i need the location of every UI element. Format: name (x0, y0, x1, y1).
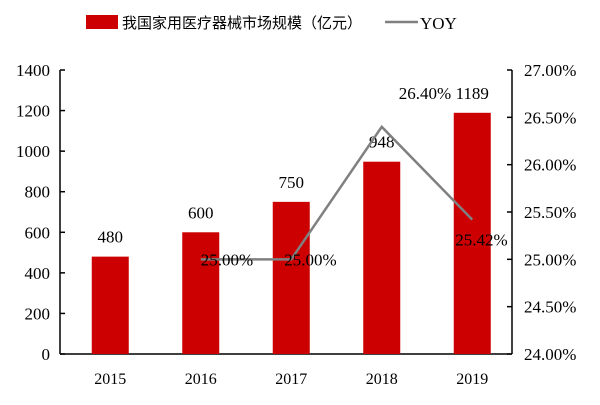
left-tick-label: 1200 (16, 102, 50, 121)
bar-2016 (182, 232, 220, 354)
bar-2017 (272, 201, 310, 354)
left-tick-label: 200 (25, 304, 51, 323)
yoy-line (200, 124, 474, 261)
left-tick-label: 1400 (16, 61, 50, 80)
legend: 我国家用医疗器械市场规模（亿元） YOY (86, 14, 457, 33)
left-tick-label: 600 (25, 223, 51, 242)
x-tick-label: 2015 (94, 371, 126, 388)
x-tick-label: 2019 (456, 371, 488, 388)
left-tick-label: 0 (42, 345, 51, 364)
x-tick-label: 2016 (185, 371, 217, 388)
right-tick-label: 25.50% (524, 203, 576, 222)
yoy-label: 26.40% (399, 84, 451, 103)
right-tick-label: 24.50% (524, 298, 576, 317)
bar-2018 (363, 161, 401, 354)
legend-label-line: YOY (420, 14, 457, 33)
left-tick-label: 800 (25, 183, 51, 202)
bar-label: 750 (279, 173, 305, 192)
right-tick-label: 27.00% (524, 61, 576, 80)
left-tick-label: 400 (25, 264, 51, 283)
legend-swatch-bar (86, 15, 118, 29)
right-tick-label: 25.00% (524, 250, 576, 269)
right-tick-label: 26.50% (524, 108, 576, 127)
x-tick-label: 2017 (275, 371, 307, 388)
bar-label: 1189 (456, 84, 489, 103)
bar-2019 (453, 112, 491, 354)
yoy-label: 25.00% (201, 250, 253, 269)
bar-label: 600 (188, 203, 214, 222)
bar-2015 (91, 256, 129, 354)
yoy-label: 25.00% (284, 250, 336, 269)
left-tick-label: 1000 (16, 142, 50, 161)
legend-label-bar: 我国家用医疗器械市场规模（亿元） (122, 15, 362, 32)
right-tick-label: 26.00% (524, 156, 576, 175)
right-tick-label: 24.00% (524, 345, 576, 364)
yoy-label: 25.42% (455, 231, 507, 250)
bar-label: 480 (98, 228, 124, 247)
x-tick-label: 2018 (366, 371, 398, 388)
